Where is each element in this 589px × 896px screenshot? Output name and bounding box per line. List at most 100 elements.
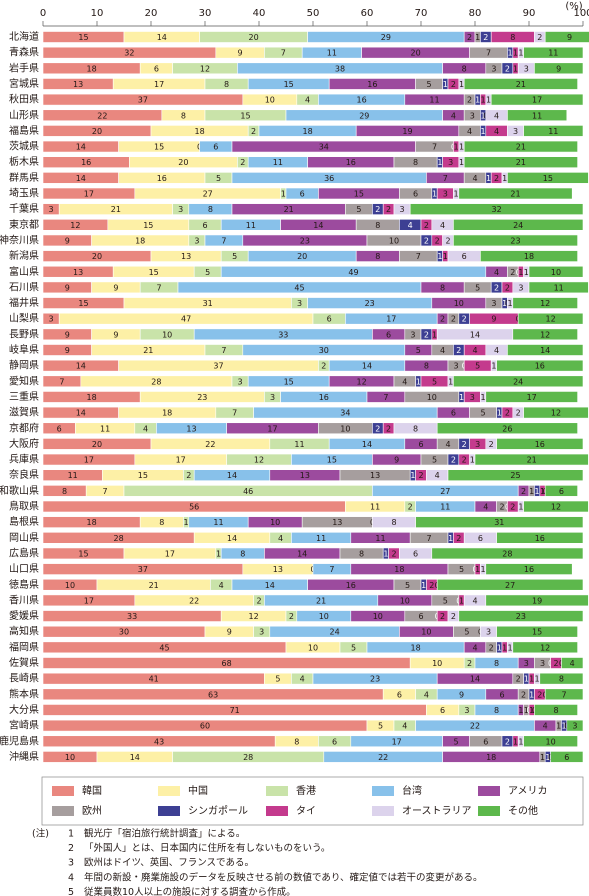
segment-label: 1 — [459, 596, 464, 605]
segment-label: 18 — [87, 393, 97, 402]
legend-box — [41, 776, 584, 826]
segment-label: 6 — [202, 221, 207, 230]
segment-label: 28 — [502, 549, 512, 558]
segment-label: 10 — [389, 236, 399, 245]
segment-label: 2 — [375, 205, 380, 214]
segment-label: 28 — [151, 377, 161, 386]
segment-label: 20 — [92, 127, 102, 136]
segment-label: 9 — [65, 283, 70, 292]
segment-label: 7 — [103, 487, 108, 496]
bar-segment — [523, 125, 584, 137]
segment-label: 1 — [529, 675, 534, 684]
segment-label: 2 — [256, 596, 261, 605]
segment-label: 1 — [459, 158, 464, 167]
segment-label: 4 — [494, 127, 499, 136]
y-tick-label: 島根県 — [9, 515, 39, 528]
segment-label: 3 — [470, 393, 475, 402]
bar-segment — [544, 485, 578, 497]
segment-label: 20 — [92, 252, 102, 261]
segment-label: 11 — [429, 96, 439, 105]
bar-segment — [463, 78, 578, 90]
segment-label: 49 — [348, 268, 358, 277]
segment-label: 22 — [189, 596, 199, 605]
segment-label: 56 — [189, 503, 199, 512]
segment-label: 11 — [213, 518, 223, 527]
segment-label: 18 — [195, 127, 205, 136]
segment-label: 3 — [448, 158, 453, 167]
segment-label: 1 — [454, 143, 459, 152]
segment-label: 17 — [267, 424, 277, 433]
segment-label: 2 — [240, 158, 245, 167]
y-tick-label: 大阪府 — [9, 437, 39, 450]
segment-label: 23 — [510, 236, 520, 245]
segment-label: 2 — [499, 503, 504, 512]
segment-label: 10 — [551, 268, 561, 277]
segment-label: 21 — [516, 158, 526, 167]
segment-label: 3 — [443, 190, 448, 199]
segment-label: 1 — [518, 737, 523, 746]
segment-label: 18 — [524, 252, 534, 261]
segment-label: 5 — [481, 409, 486, 418]
segment-label: 14 — [76, 362, 86, 371]
note-number: 2 — [68, 843, 74, 854]
segment-label: 3 — [238, 377, 243, 386]
segment-label: 1 — [216, 549, 221, 558]
bar-segment — [523, 46, 584, 59]
bar-segment — [512, 328, 578, 341]
segment-label: 15 — [154, 143, 164, 152]
segment-label: 8 — [510, 33, 515, 42]
segment-label: 21 — [149, 581, 159, 590]
segment-label: 2 — [289, 612, 294, 621]
segment-label: 1 — [545, 753, 550, 762]
segment-label: 10 — [421, 628, 431, 637]
segment-label: 30 — [319, 346, 329, 355]
segment-label: 1 — [281, 190, 286, 199]
segment-label: 3 — [297, 299, 302, 308]
segment-label: 10 — [308, 643, 318, 652]
y-tick-label: 茨城県 — [9, 140, 39, 153]
segment-label: 8 — [494, 659, 499, 668]
segment-label: 1 — [518, 706, 523, 715]
segment-label: 13 — [273, 565, 283, 574]
segment-label: 3 — [475, 440, 480, 449]
segment-label: 11 — [294, 440, 304, 449]
segment-label: 10 — [454, 299, 464, 308]
bar-segment — [463, 140, 578, 153]
y-tick-label: 埼玉県 — [9, 187, 39, 200]
segment-label: 4 — [483, 503, 488, 512]
segment-label: 8 — [553, 706, 558, 715]
segment-label: 2 — [451, 315, 456, 324]
segment-label: 1 — [513, 737, 518, 746]
segment-label: 11 — [554, 283, 564, 292]
segment-label: 6 — [564, 753, 569, 762]
segment-label: 27 — [505, 581, 515, 590]
segment-label: 1 — [481, 565, 486, 574]
segment-label: 22 — [205, 440, 215, 449]
segment-label: 5 — [351, 643, 356, 652]
segment-label: 4 — [445, 440, 450, 449]
segment-label: 3 — [270, 393, 275, 402]
segment-label: 2 — [537, 690, 542, 699]
segment-label: 2 — [510, 268, 515, 277]
segment-label: 17 — [176, 456, 186, 465]
legend-label: 中国 — [188, 784, 208, 797]
segment-label: 3 — [491, 64, 496, 73]
segment-label: 8 — [224, 80, 229, 89]
segment-label: 7 — [486, 49, 491, 58]
segment-label: 4 — [300, 675, 305, 684]
bar-segment — [544, 688, 584, 701]
segment-label: 1 — [481, 111, 486, 120]
y-tick-label: 山梨県 — [9, 312, 39, 325]
segment-label: 17 — [165, 549, 175, 558]
note-text: 観光庁「宿泊旅行統計調査」による。 — [84, 828, 245, 840]
segment-label: 4 — [305, 96, 310, 105]
x-tick-label: 20 — [145, 8, 158, 19]
segment-label: 2 — [489, 440, 494, 449]
segment-label: 8 — [440, 283, 445, 292]
y-tick-label: 大分県 — [9, 703, 39, 716]
segment-label: 6 — [154, 64, 159, 73]
y-tick-label: 石川県 — [9, 281, 39, 293]
segment-label: 15 — [240, 111, 250, 120]
segment-label: 10 — [65, 581, 75, 590]
legend-label: オーストラリア — [402, 805, 472, 817]
